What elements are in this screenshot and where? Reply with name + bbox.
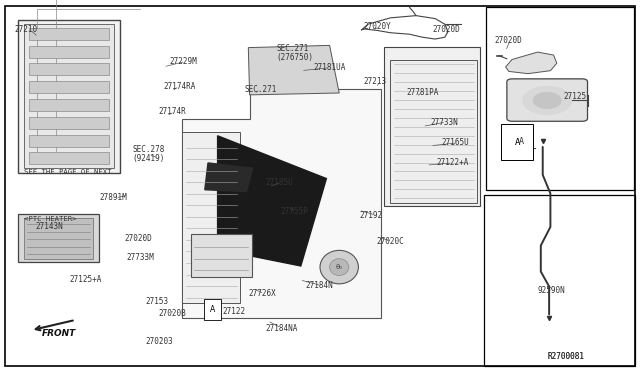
Bar: [29, 28, 109, 40]
Text: 27125: 27125: [563, 92, 586, 101]
Text: 270203: 270203: [146, 337, 173, 346]
Text: A: A: [515, 138, 520, 147]
Text: 27165U: 27165U: [442, 138, 469, 147]
Polygon shape: [182, 89, 381, 318]
Text: 27020D: 27020D: [432, 25, 460, 34]
Text: R2700081: R2700081: [547, 352, 584, 361]
Text: 27192: 27192: [360, 211, 383, 219]
Bar: [29, 153, 109, 164]
Text: 27174RA: 27174RA: [163, 82, 196, 91]
Text: A: A: [210, 305, 215, 314]
Bar: [182, 132, 240, 303]
Text: 27020C: 27020C: [376, 237, 404, 246]
Text: 27174R: 27174R: [159, 107, 186, 116]
Circle shape: [533, 92, 561, 109]
Polygon shape: [506, 52, 557, 74]
Text: 27781PA: 27781PA: [406, 88, 439, 97]
Text: SEE THE PAGE OF NEXT: SEE THE PAGE OF NEXT: [24, 169, 112, 175]
Bar: [29, 81, 109, 93]
Text: SEC.271: SEC.271: [276, 44, 309, 53]
Bar: [29, 117, 109, 129]
Text: 27143N: 27143N: [35, 222, 63, 231]
Text: (92419): (92419): [132, 154, 165, 163]
Polygon shape: [218, 136, 326, 266]
Bar: [29, 64, 109, 76]
Polygon shape: [205, 163, 253, 192]
Text: 27020B: 27020B: [159, 310, 186, 318]
Text: θ₀: θ₀: [336, 264, 342, 270]
Text: FRONT: FRONT: [42, 328, 76, 337]
Text: 27153: 27153: [146, 297, 169, 306]
Text: 27184NA: 27184NA: [266, 324, 298, 333]
Bar: [29, 99, 109, 111]
Text: 27181UA: 27181UA: [314, 63, 346, 72]
Bar: [484, 195, 635, 366]
Text: 27733M: 27733M: [127, 253, 154, 262]
Text: 27726X: 27726X: [248, 289, 276, 298]
Text: 27755P: 27755P: [280, 207, 308, 216]
Text: 27213: 27213: [364, 77, 387, 86]
Ellipse shape: [320, 250, 358, 284]
Bar: [29, 135, 109, 147]
Bar: [384, 46, 480, 206]
Text: 27122: 27122: [223, 307, 246, 316]
Bar: [191, 234, 252, 277]
Text: 27184N: 27184N: [306, 281, 333, 290]
Text: 27229M: 27229M: [170, 57, 197, 66]
Text: R2700081: R2700081: [547, 352, 584, 361]
Text: 92590N: 92590N: [538, 286, 565, 295]
Bar: [24, 24, 114, 168]
Text: 27185U: 27185U: [265, 178, 292, 187]
Text: 27020Y: 27020Y: [364, 22, 391, 31]
Text: (276750): (276750): [276, 53, 314, 62]
Circle shape: [523, 86, 572, 115]
Bar: [24, 218, 93, 259]
Text: 27210: 27210: [14, 25, 37, 34]
Bar: [390, 60, 477, 203]
Text: SEC.278: SEC.278: [132, 145, 165, 154]
Text: 27020D: 27020D: [125, 234, 152, 243]
Text: A: A: [518, 137, 524, 146]
Text: 27122+A: 27122+A: [436, 158, 469, 167]
Polygon shape: [248, 45, 339, 95]
Ellipse shape: [330, 259, 349, 276]
Bar: [486, 7, 634, 190]
Bar: [18, 20, 120, 173]
Bar: [18, 214, 99, 262]
Bar: [29, 46, 109, 58]
Text: <PTC HEATER>: <PTC HEATER>: [24, 216, 77, 222]
Text: 27020D: 27020D: [494, 36, 522, 45]
Text: 27733N: 27733N: [430, 118, 458, 126]
Text: 27125+A: 27125+A: [69, 275, 102, 284]
Text: 27891M: 27891M: [99, 193, 127, 202]
FancyBboxPatch shape: [507, 79, 588, 121]
Text: SEC.271: SEC.271: [244, 85, 277, 94]
